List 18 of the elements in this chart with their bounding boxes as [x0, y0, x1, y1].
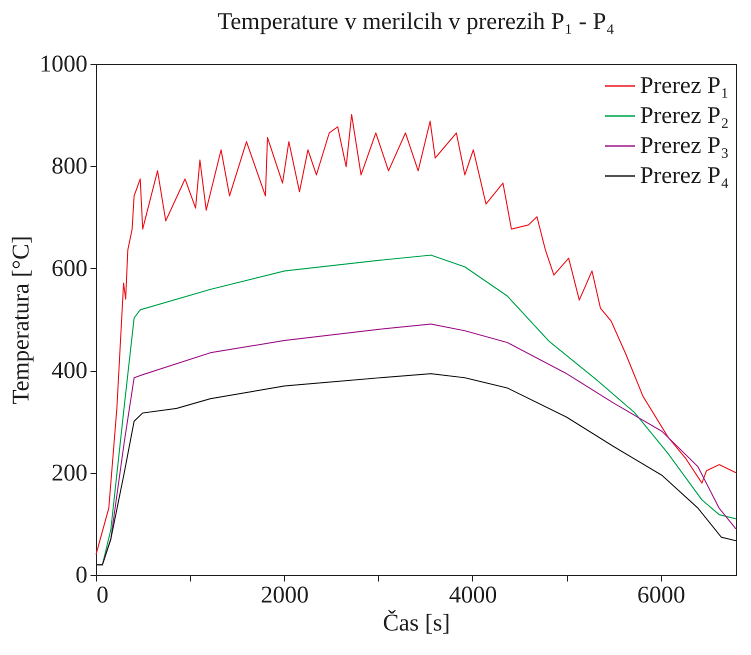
- x-tick-label: 0: [96, 582, 108, 608]
- chart-title: Temperature v merilcih v prerezih P₁ - P₄: [218, 9, 614, 35]
- y-tick-label: 200: [52, 460, 88, 486]
- x-tick-label: 6000: [637, 582, 686, 608]
- y-tick-label: 1000: [40, 52, 88, 78]
- y-tick-label: 0: [76, 562, 88, 588]
- y-tick-label: 400: [52, 358, 88, 384]
- x-tick-label: 4000: [448, 582, 497, 608]
- y-tick-label: 800: [52, 154, 88, 180]
- x-tick-label: 2000: [260, 582, 309, 608]
- legend-label: Prerez P₄: [640, 163, 730, 189]
- x-axis-title: Čas [s]: [382, 610, 450, 636]
- legend-label: Prerez P₂: [640, 103, 730, 129]
- line-series: [95, 373, 737, 566]
- legend-label: Prerez P₃: [640, 133, 730, 159]
- y-axis-title: Temperatura [°C]: [8, 236, 34, 404]
- y-tick-label: 600: [52, 256, 88, 282]
- legend-label: Prerez P₁: [640, 73, 730, 99]
